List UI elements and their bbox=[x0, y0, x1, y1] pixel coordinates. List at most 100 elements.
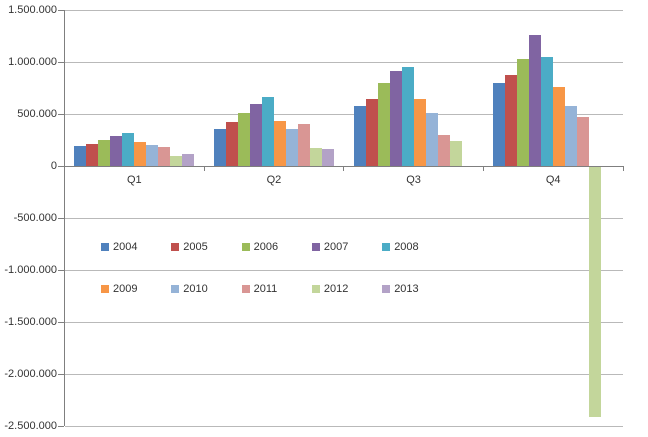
y-axis-label: -2.000.000 bbox=[4, 368, 57, 380]
bar-2004-Q1 bbox=[74, 146, 87, 166]
legend-item-2007: 2007 bbox=[311, 241, 362, 254]
legend-label: 2006 bbox=[253, 241, 279, 253]
legend-label: 2009 bbox=[113, 283, 138, 295]
legend-swatch-icon bbox=[171, 243, 180, 251]
legend-item-2008: 2008 bbox=[382, 241, 432, 254]
bar-2008-Q1 bbox=[122, 132, 135, 166]
legend-item-2009: 2009 bbox=[101, 283, 151, 296]
x-axis-label: Q3 bbox=[406, 174, 421, 186]
y-axis-tick bbox=[58, 61, 64, 63]
y-axis-label: -1.500.000 bbox=[4, 316, 57, 328]
y-gridline bbox=[64, 9, 623, 11]
bar-2010-Q2 bbox=[285, 129, 298, 166]
bar-2008-Q2 bbox=[261, 97, 274, 166]
bar-2008-Q3 bbox=[401, 67, 414, 166]
bar-2005-Q4 bbox=[505, 75, 518, 166]
y-gridline bbox=[64, 321, 623, 323]
y-axis-tick bbox=[58, 9, 64, 11]
bar-2009-Q4 bbox=[553, 86, 566, 166]
legend-swatch-icon bbox=[171, 285, 180, 293]
bar-2009-Q2 bbox=[273, 121, 286, 166]
legend-item-2012: 2012 bbox=[311, 283, 362, 296]
bar-2004-Q4 bbox=[493, 82, 506, 166]
bar-2005-Q3 bbox=[365, 99, 378, 166]
bar-2005-Q2 bbox=[225, 122, 238, 166]
y-axis-label: -500.000 bbox=[13, 212, 57, 224]
x-axis-tick bbox=[622, 166, 624, 171]
bar-2006-Q3 bbox=[377, 82, 390, 166]
bar-2012-Q4 bbox=[589, 167, 602, 417]
x-axis-tick bbox=[64, 166, 65, 171]
x-axis-label: Q2 bbox=[266, 174, 282, 186]
y-gridline bbox=[64, 61, 623, 63]
bar-2010-Q4 bbox=[565, 105, 578, 166]
x-axis-tick bbox=[343, 166, 345, 171]
bar-2006-Q4 bbox=[517, 59, 530, 166]
legend-swatch-icon bbox=[311, 285, 320, 293]
bar-2010-Q3 bbox=[425, 112, 438, 166]
bar-2004-Q2 bbox=[213, 129, 226, 166]
legend-label: 2007 bbox=[323, 241, 349, 253]
y-axis-tick bbox=[58, 165, 64, 167]
y-axis-tick bbox=[58, 425, 64, 427]
legend-item-2010: 2010 bbox=[171, 283, 221, 296]
bar-2008-Q4 bbox=[541, 56, 554, 166]
legend-label: 2010 bbox=[183, 283, 208, 295]
y-axis-tick bbox=[58, 217, 64, 219]
bar-2009-Q1 bbox=[134, 142, 147, 166]
legend-swatch-icon bbox=[241, 285, 250, 293]
bar-2012-Q1 bbox=[170, 155, 183, 166]
legend-swatch-icon bbox=[101, 285, 109, 293]
y-gridline bbox=[64, 269, 623, 271]
bar-2004-Q3 bbox=[353, 106, 366, 166]
bar-2007-Q2 bbox=[249, 103, 262, 166]
x-axis-tick bbox=[203, 166, 205, 171]
legend-label: 2013 bbox=[394, 283, 419, 295]
y-gridline bbox=[64, 217, 623, 219]
bar-2011-Q3 bbox=[437, 134, 450, 166]
legend-label: 2012 bbox=[323, 283, 349, 295]
legend-label: 2005 bbox=[183, 241, 208, 253]
bar-2007-Q3 bbox=[389, 70, 402, 166]
legend-label: 2011 bbox=[253, 283, 278, 295]
y-gridline bbox=[64, 373, 623, 375]
x-axis-label: Q1 bbox=[126, 174, 142, 186]
bar-2007-Q4 bbox=[529, 34, 542, 166]
legend-item-2005: 2005 bbox=[171, 241, 221, 254]
y-axis-label: 0 bbox=[50, 160, 57, 172]
y-axis-label: -1.000.000 bbox=[4, 264, 57, 276]
legend-item-2011: 2011 bbox=[241, 283, 292, 296]
y-axis-tick bbox=[58, 373, 64, 375]
legend-item-2004: 2004 bbox=[101, 241, 151, 254]
bar-2013-Q1 bbox=[182, 154, 195, 166]
y-axis-tick bbox=[58, 113, 64, 115]
y-gridline bbox=[64, 425, 623, 427]
legend-swatch-icon bbox=[311, 243, 320, 251]
bar-2005-Q1 bbox=[86, 143, 99, 166]
bar-2007-Q1 bbox=[110, 135, 123, 166]
legend-item-2013: 2013 bbox=[382, 283, 432, 296]
legend-swatch-icon bbox=[101, 243, 109, 251]
bar-2011-Q1 bbox=[158, 146, 171, 166]
legend-label: 2004 bbox=[113, 241, 138, 253]
legend-swatch-icon bbox=[382, 243, 391, 251]
y-axis-label: 1.000.000 bbox=[8, 56, 57, 68]
bar-2012-Q3 bbox=[449, 140, 462, 166]
y-axis-label: 500.000 bbox=[17, 108, 57, 120]
y-axis-tick bbox=[58, 269, 64, 271]
bar-2010-Q1 bbox=[146, 144, 159, 166]
y-axis-line bbox=[64, 10, 65, 426]
y-axis-tick bbox=[58, 321, 64, 323]
legend-label: 2008 bbox=[394, 241, 419, 253]
bar-2006-Q2 bbox=[237, 112, 250, 166]
legend-swatch-icon bbox=[382, 285, 391, 293]
bar-2013-Q2 bbox=[321, 149, 334, 166]
x-axis-label: Q4 bbox=[545, 174, 561, 186]
legend-item-2006: 2006 bbox=[241, 241, 292, 254]
x-axis-tick bbox=[482, 166, 484, 171]
bar-2012-Q2 bbox=[309, 148, 322, 166]
y-axis-label: -2.500.000 bbox=[4, 420, 57, 432]
bar-2011-Q2 bbox=[297, 124, 310, 166]
